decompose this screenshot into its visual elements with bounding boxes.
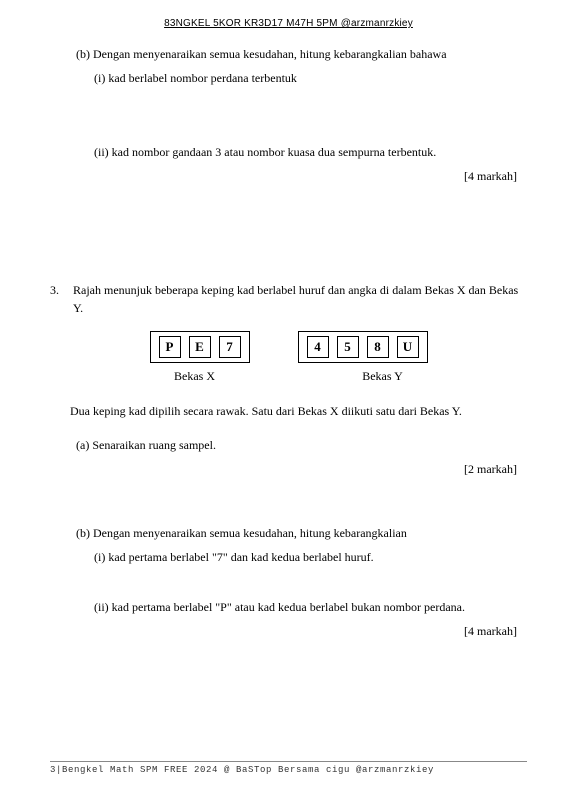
- q3-intro: 3. Rajah menunjuk beberapa keping kad be…: [50, 281, 527, 317]
- card-x-0: P: [159, 336, 181, 358]
- q3-b-i-text: (i) kad pertama berlabel "7" dan kad ked…: [94, 548, 527, 566]
- q3-a-text: (a) Senaraikan ruang sampel.: [76, 436, 527, 454]
- bekas-y-label: Bekas Y: [333, 369, 433, 384]
- q2-b-i-text: (i) kad berlabel nombor perdana terbentu…: [94, 69, 527, 87]
- q2-b-text: (b) Dengan menyenaraikan semua kesudahan…: [76, 45, 527, 63]
- page-header-link: 83NGKEL 5KOR KR3D17 M47H 5PM @arzmanrzki…: [50, 18, 527, 29]
- card-y-0: 4: [307, 336, 329, 358]
- card-y-3: U: [397, 336, 419, 358]
- q3-instruction: Dua keping kad dipilih secara rawak. Sat…: [70, 402, 527, 420]
- card-y-2: 8: [367, 336, 389, 358]
- q3-b-ii-text: (ii) kad pertama berlabel "P" atau kad k…: [94, 598, 527, 616]
- q2-b-marks: [4 markah]: [50, 167, 517, 185]
- q3-a-marks: [2 markah]: [50, 460, 517, 478]
- bekas-row: P E 7 4 5 8 U: [50, 331, 527, 363]
- bekas-labels-row: Bekas X Bekas Y: [50, 369, 527, 384]
- q2-b-ii-text: (ii) kad nombor gandaan 3 atau nombor ku…: [94, 143, 527, 161]
- bekas-x-label: Bekas X: [145, 369, 245, 384]
- card-x-1: E: [189, 336, 211, 358]
- card-y-1: 5: [337, 336, 359, 358]
- bekas-y-container: 4 5 8 U: [298, 331, 428, 363]
- page-footer: 3|Bengkel Math SPM FREE 2024 @ BaSTop Be…: [50, 761, 527, 775]
- q3-b-marks: [4 markah]: [50, 622, 517, 640]
- q3-number: 3.: [50, 281, 70, 299]
- card-x-2: 7: [219, 336, 241, 358]
- q3-intro-text: Rajah menunjuk beberapa keping kad berla…: [73, 281, 526, 317]
- q3-b-text: (b) Dengan menyenaraikan semua kesudahan…: [76, 524, 527, 542]
- bekas-x-container: P E 7: [150, 331, 250, 363]
